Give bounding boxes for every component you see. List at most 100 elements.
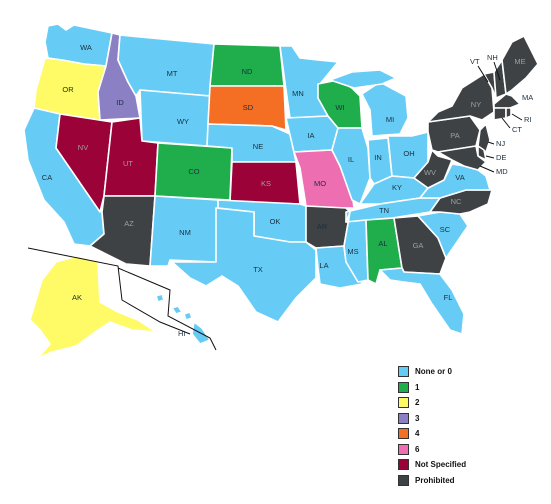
state-nd xyxy=(209,43,285,87)
state-hi-kauai xyxy=(155,293,165,303)
state-mi xyxy=(361,81,409,137)
state-ct xyxy=(493,107,507,121)
leader-line-md xyxy=(479,165,495,173)
state-nv xyxy=(55,113,113,213)
legend-item-four: 4 xyxy=(398,426,548,442)
state-ar xyxy=(305,205,351,249)
state-label-va: VA xyxy=(455,173,464,182)
state-label-ut: UT xyxy=(123,159,133,168)
leader-line-de xyxy=(485,155,495,159)
state-hi-oahu xyxy=(171,305,183,315)
legend-label: 6 xyxy=(415,444,420,454)
state-hi-maui xyxy=(183,311,193,321)
state-label-ri: RI xyxy=(524,115,532,124)
state-md xyxy=(437,145,487,171)
state-label-nh: NH xyxy=(487,53,498,62)
state-label-nc: NC xyxy=(451,197,462,206)
legend-label: Not Specified xyxy=(415,460,467,470)
state-nj xyxy=(477,123,491,153)
legend-swatch xyxy=(398,366,409,378)
state-label-fl: FL xyxy=(444,293,453,302)
legend-swatch xyxy=(398,397,409,409)
legend-item-one: 1 xyxy=(398,380,548,396)
leader-line-vt xyxy=(477,65,489,83)
legend-label: Prohibited xyxy=(415,475,455,485)
state-label-ky: KY xyxy=(392,183,402,192)
state-label-al: AL xyxy=(378,239,387,248)
state-label-id: ID xyxy=(116,98,124,107)
state-sd xyxy=(207,85,287,131)
state-ri xyxy=(505,107,512,119)
inset-border-line xyxy=(27,247,191,335)
state-label-nj: NJ xyxy=(496,139,505,148)
legend-item-none: None or 0 xyxy=(398,364,548,380)
leader-line-nj xyxy=(487,141,495,145)
state-label-la: LA xyxy=(319,261,328,270)
state-ny xyxy=(427,73,495,123)
state-me xyxy=(501,35,539,95)
state-label-ar: AR xyxy=(317,222,328,231)
state-label-wi: WI xyxy=(335,103,344,112)
state-label-mt: MT xyxy=(167,69,178,78)
state-wv xyxy=(413,149,453,189)
state-label-nd: ND xyxy=(242,67,253,76)
leader-line-ri xyxy=(511,113,523,121)
state-label-mi: MI xyxy=(386,115,394,124)
state-label-tx: TX xyxy=(253,265,263,274)
state-label-co: CO xyxy=(188,167,199,176)
state-mi-up xyxy=(329,69,397,89)
state-mt xyxy=(117,34,215,97)
state-label-ms: MS xyxy=(347,247,358,256)
legend-label: 3 xyxy=(415,413,420,423)
legend-item-not-specified: Not Specified xyxy=(398,457,548,473)
legend-label: None or 0 xyxy=(415,367,452,377)
state-label-vt: VT xyxy=(470,57,480,66)
state-label-pa: PA xyxy=(450,131,459,140)
state-ak xyxy=(29,255,157,359)
state-label-oh: OH xyxy=(403,149,414,158)
legend-swatch xyxy=(398,381,409,393)
state-label-il: IL xyxy=(348,155,354,164)
legend-swatch xyxy=(398,474,409,486)
legend-item-prohibited: Prohibited xyxy=(398,473,548,489)
state-label-mn: MN xyxy=(292,89,304,98)
state-label-tn: TN xyxy=(379,206,389,215)
legend-swatch xyxy=(398,412,409,424)
state-label-nm: NM xyxy=(179,228,191,237)
legend-item-six: 6 xyxy=(398,442,548,458)
state-label-wy: WY xyxy=(177,117,189,126)
legend-swatch xyxy=(398,428,409,440)
inset-border-line xyxy=(117,267,217,351)
state-label-mo: MO xyxy=(314,179,326,188)
state-label-az: AZ xyxy=(124,219,134,228)
state-label-ct: CT xyxy=(512,125,522,134)
state-label-sd: SD xyxy=(243,103,254,112)
leader-line-nh xyxy=(493,61,501,81)
state-wy xyxy=(139,89,211,147)
state-label-ne: NE xyxy=(253,142,263,151)
legend-label: 4 xyxy=(415,429,420,439)
legend-label: 2 xyxy=(415,398,420,408)
state-label-ga: GA xyxy=(413,241,424,250)
legend-item-three: 3 xyxy=(398,411,548,427)
state-label-or: OR xyxy=(62,85,74,94)
leader-line-ct xyxy=(501,117,511,129)
state-label-ny: NY xyxy=(471,100,481,109)
state-label-ok: OK xyxy=(270,217,281,226)
state-label-hi: HI xyxy=(178,329,186,338)
state-tx xyxy=(171,207,317,323)
state-label-ca: CA xyxy=(42,173,52,182)
state-label-wa: WA xyxy=(80,43,92,52)
legend-swatch xyxy=(398,459,409,471)
state-label-wv: WV xyxy=(424,168,436,177)
state-label-ks: KS xyxy=(261,179,271,188)
map-legend: None or 0 1 2 3 4 6 Not Specified Prohibited xyxy=(398,364,548,488)
state-label-sc: SC xyxy=(440,225,451,234)
state-label-ia: IA xyxy=(307,131,314,140)
state-label-ak: AK xyxy=(72,293,82,302)
legend-label: 1 xyxy=(415,382,420,392)
state-label-in: IN xyxy=(374,153,382,162)
state-label-me: ME xyxy=(514,57,525,66)
state-label-de: DE xyxy=(496,153,506,162)
